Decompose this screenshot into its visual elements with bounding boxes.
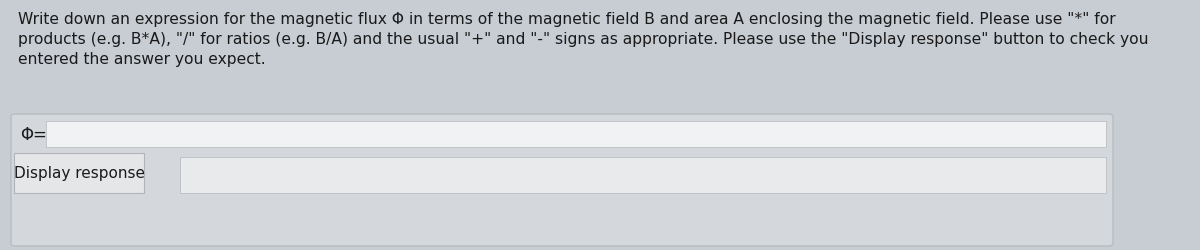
Text: products (e.g. B*A), "/" for ratios (e.g. B/A) and the usual "+" and "-" signs a: products (e.g. B*A), "/" for ratios (e.g… [18,32,1148,47]
Text: Display response: Display response [13,166,144,181]
FancyBboxPatch shape [46,122,1106,148]
FancyBboxPatch shape [11,114,1114,246]
FancyBboxPatch shape [14,154,144,193]
Text: Write down an expression for the magnetic flux Φ in terms of the magnetic field : Write down an expression for the magneti… [18,12,1116,27]
Text: Φ=: Φ= [20,126,47,144]
FancyBboxPatch shape [180,157,1106,193]
Text: entered the answer you expect.: entered the answer you expect. [18,52,265,67]
